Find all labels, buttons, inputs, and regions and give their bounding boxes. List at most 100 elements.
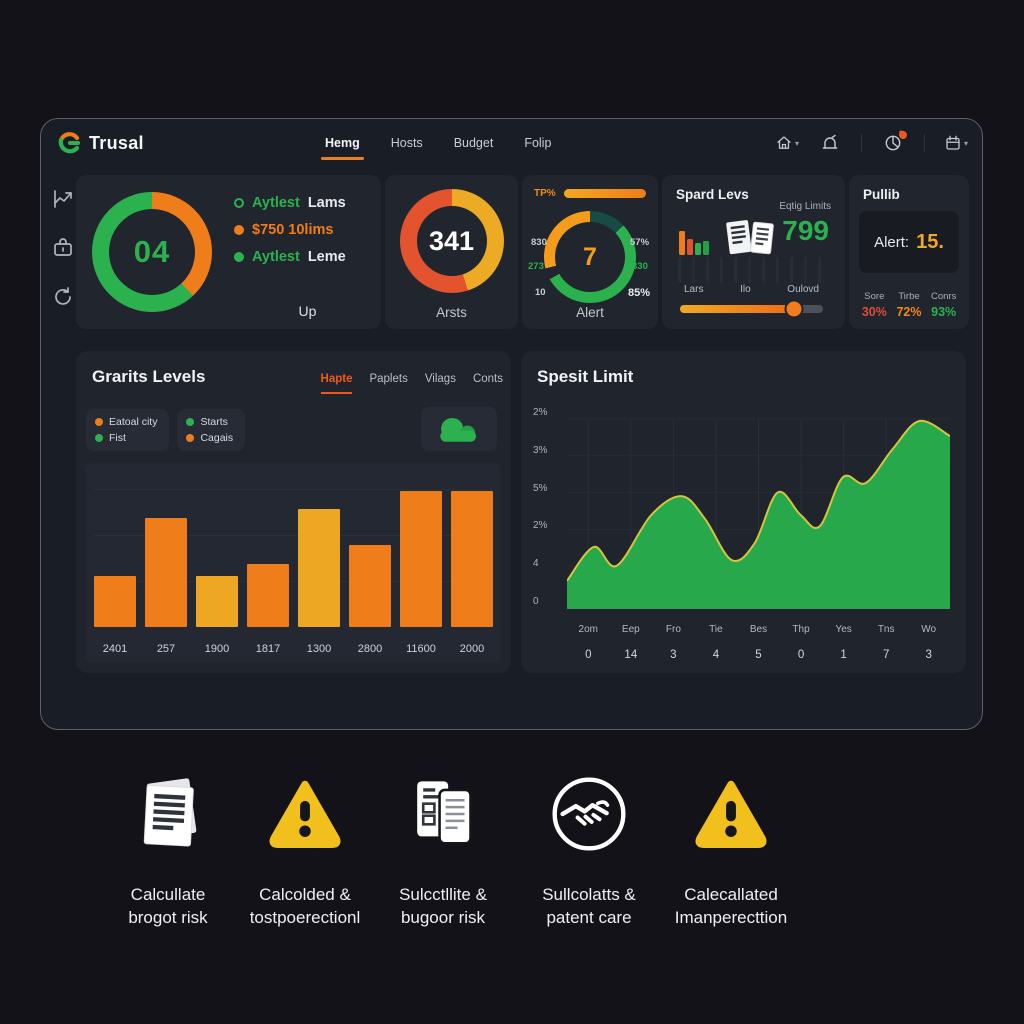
arsts-donut-chart[interactable]: 341 — [400, 189, 504, 293]
bar-x-label: 11600 — [400, 643, 442, 655]
bar-column — [349, 469, 391, 627]
pullib-stat-label: Tirbe — [892, 291, 927, 302]
alert-gauge-value: 7 — [544, 211, 636, 303]
alert-gauge-card: TP% 7 8302731057%33085% Alert — [522, 175, 658, 329]
pullib-alert-label: Alert: — [874, 234, 909, 251]
feature-caption-line1: Calecallated — [643, 884, 819, 907]
grants-title: Grarits Levels — [92, 367, 205, 387]
briefcase-icon[interactable] — [51, 236, 75, 260]
gauge-label: 330 — [632, 261, 648, 272]
alert-gauge-chart[interactable]: 7 — [544, 211, 636, 303]
area-x-tick-name: Fro — [652, 624, 695, 635]
pullib-stat: Conrs93% — [926, 291, 961, 319]
area-x-tick-value: 4 — [695, 649, 738, 661]
area-y-tick: 3% — [533, 445, 547, 456]
notification-badge — [898, 130, 907, 139]
documents-stack-icon — [724, 217, 776, 259]
main-nav: Hemg Hosts Budget Folip — [323, 119, 553, 167]
bar-x-label: 1817 — [247, 643, 289, 655]
nav-item-hemg[interactable]: Hemg — [323, 130, 362, 156]
bar[interactable] — [196, 576, 238, 627]
bar-x-label: 1900 — [196, 643, 238, 655]
sidebar — [51, 187, 75, 309]
spard-axis-labels: LarsIloOulovd — [684, 284, 819, 295]
tab-paplets[interactable]: Paplets — [369, 373, 407, 385]
divider — [861, 134, 862, 152]
gauge-progress-label: TP% — [534, 188, 556, 199]
bell-icon[interactable] — [818, 131, 842, 155]
arsts-donut-value: 341 — [400, 189, 504, 293]
spard-icons — [676, 217, 776, 259]
bar-column — [400, 469, 442, 627]
pullib-alert-value: 15. — [916, 231, 944, 254]
bar-column — [94, 469, 136, 627]
feature-caption: CalecallatedImanperecttion — [643, 884, 819, 930]
spard-subtitle: Eqtig Limits — [779, 201, 831, 212]
area-x-tick-name: Thp — [780, 624, 823, 635]
bar[interactable] — [349, 545, 391, 627]
loans-card: 04 AytlestLams $750 10lims AytlestLeme Up — [76, 175, 381, 329]
logo[interactable]: Trusal — [57, 131, 144, 155]
pullib-stat-label: Sore — [857, 291, 892, 302]
tab-vilags[interactable]: Vilags — [425, 373, 456, 385]
grants-bar-chart[interactable]: 24012571900181713002800116002000 — [86, 463, 501, 663]
bar[interactable] — [298, 509, 340, 628]
loans-donut-chart[interactable]: 04 — [92, 192, 212, 312]
kpi-row: 04 AytlestLams$750 10limsAytlestLeme Up … — [76, 175, 969, 329]
legend-chip-label: Cagais — [200, 432, 233, 444]
refresh-icon[interactable] — [51, 285, 75, 309]
legend-dot-icon — [186, 418, 194, 426]
bar-column — [298, 469, 340, 627]
area-x-axis-values: 0143450173 — [567, 649, 950, 661]
gauge-label: 273 — [528, 261, 544, 272]
bar-axis-labels: 24012571900181713002800116002000 — [94, 643, 493, 655]
spend-area-chart[interactable] — [567, 413, 950, 609]
trend-chart-icon[interactable] — [51, 187, 75, 211]
bar-column — [145, 469, 187, 627]
bar[interactable] — [400, 491, 442, 627]
bar[interactable] — [247, 564, 289, 627]
legend-marker-icon — [234, 198, 244, 208]
nav-item-folip[interactable]: Folip — [522, 130, 553, 156]
calendar-icon[interactable]: ▾ — [944, 131, 968, 155]
bar[interactable] — [94, 576, 136, 627]
legend-text: Aytlest — [252, 195, 300, 211]
legend-item: AytlestLeme — [234, 249, 346, 265]
dashboard-panel: Trusal Hemg Hosts Budget Folip ▾ — [40, 118, 983, 730]
spard-slider-knob[interactable] — [787, 302, 802, 317]
chevron-down-icon: ▾ — [964, 139, 968, 148]
bar[interactable] — [145, 518, 187, 627]
gauge-label: 85% — [628, 287, 650, 299]
spard-value: 799 — [782, 215, 829, 247]
area-x-tick-value: 1 — [822, 649, 865, 661]
tab-hapte[interactable]: Hapte — [321, 373, 353, 385]
area-x-tick-value: 0 — [780, 649, 823, 661]
area-x-tick-name: 2om — [567, 624, 610, 635]
warning-triangle-icon — [643, 770, 819, 858]
area-x-tick-value: 7 — [865, 649, 908, 661]
gauge-progress-fill — [564, 189, 646, 198]
nav-item-hosts[interactable]: Hosts — [389, 130, 425, 156]
alert-gauge-label: Alert — [522, 305, 658, 320]
bar[interactable] — [451, 491, 493, 627]
spard-slider[interactable] — [680, 305, 823, 313]
pullib-stat: Sore 30% — [857, 291, 892, 319]
pullib-stat-label: Conrs — [926, 291, 961, 302]
spard-axis-label: Lars — [684, 284, 703, 295]
pie-icon[interactable] — [881, 131, 905, 155]
legend-marker-icon — [234, 225, 244, 235]
tab-conts[interactable]: Conts — [473, 373, 503, 385]
home-icon[interactable]: ▾ — [775, 131, 799, 155]
legend-dot-icon — [95, 418, 103, 426]
legend-item: AytlestLams — [234, 195, 346, 211]
loans-footer-label: Up — [234, 303, 381, 319]
spard-sparkline — [678, 257, 825, 283]
legend-item: $750 10lims — [234, 222, 346, 238]
nav-item-budget[interactable]: Budget — [452, 130, 496, 156]
legend-chip: Eatoal cityFist — [86, 409, 169, 451]
pullib-stat-value: 30% — [857, 305, 892, 319]
area-x-tick-value: 3 — [907, 649, 950, 661]
legend-chip-item: Eatoal city — [95, 416, 157, 428]
legend-chip-item: Cagais — [186, 432, 233, 444]
pullib-stat-value: 72% — [892, 305, 927, 319]
